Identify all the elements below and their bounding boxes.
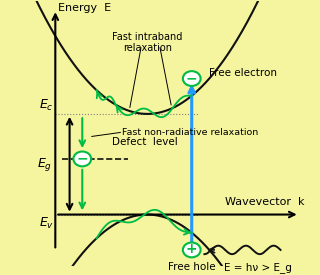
Circle shape — [183, 243, 201, 257]
Text: E = hν > E_g: E = hν > E_g — [224, 262, 292, 273]
Text: −: − — [76, 152, 88, 165]
Text: Defect  level: Defect level — [112, 137, 178, 147]
Text: Fast intraband
relaxation: Fast intraband relaxation — [112, 32, 182, 53]
Text: Free electron: Free electron — [209, 68, 277, 78]
Circle shape — [183, 71, 201, 86]
Text: $E_g$: $E_g$ — [37, 156, 52, 173]
Text: +: + — [186, 242, 197, 256]
Text: −: − — [186, 71, 197, 85]
Text: Energy  E: Energy E — [59, 3, 112, 13]
Text: $E_v$: $E_v$ — [38, 216, 54, 231]
Circle shape — [73, 152, 91, 166]
Text: $E_c$: $E_c$ — [39, 98, 54, 112]
Text: Fast non-radiative relaxation: Fast non-radiative relaxation — [122, 128, 258, 137]
Text: Wavevector  k: Wavevector k — [225, 197, 304, 207]
Text: Free hole: Free hole — [168, 262, 216, 272]
